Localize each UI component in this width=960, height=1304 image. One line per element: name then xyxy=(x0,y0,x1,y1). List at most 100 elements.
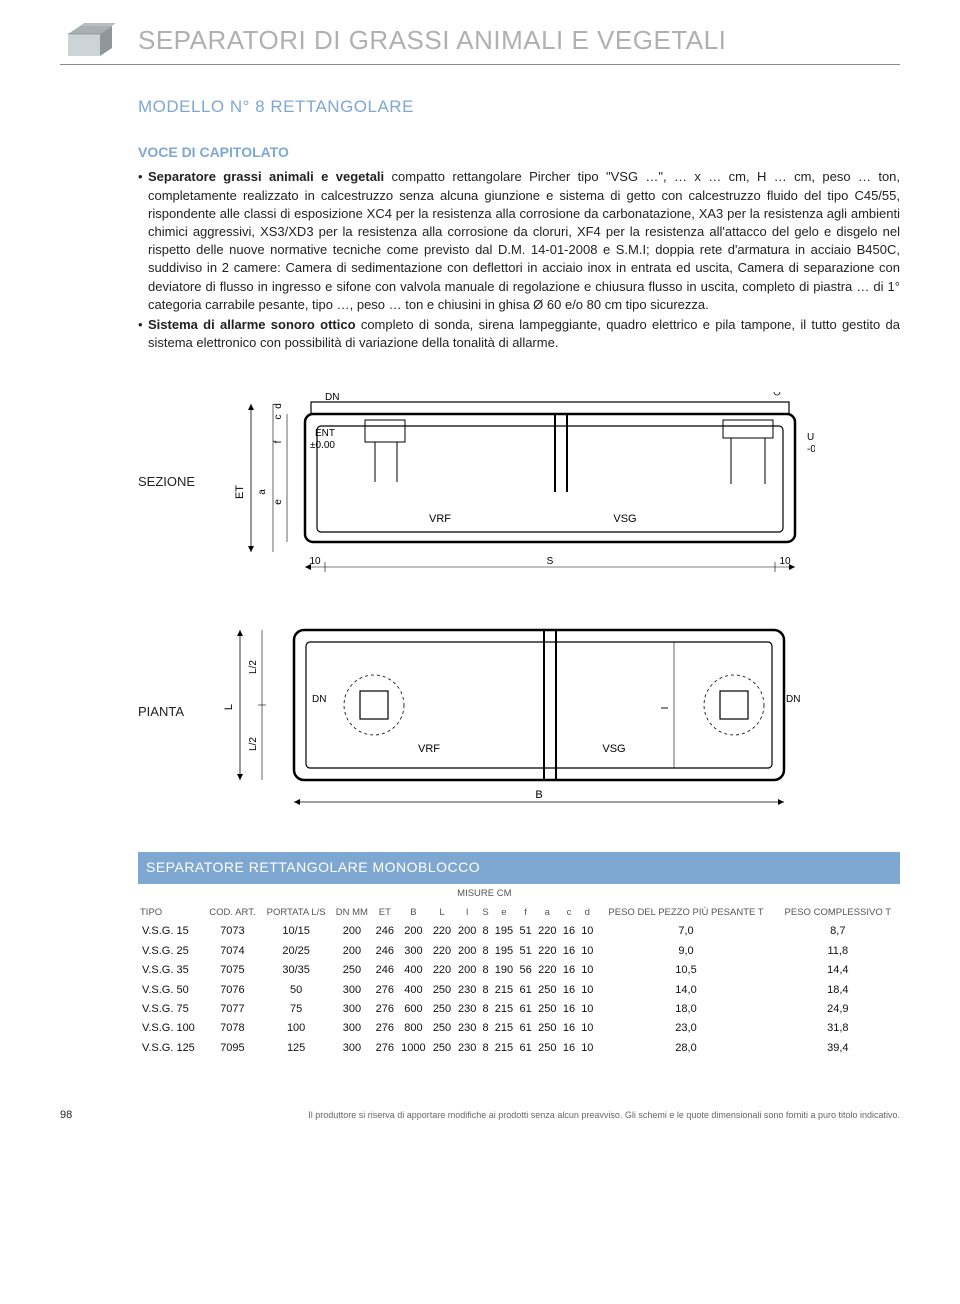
table-cell: 16 xyxy=(560,942,578,961)
table-row: V.S.G. 757077753002766002502308215612501… xyxy=(138,1000,900,1019)
table-cell: 250 xyxy=(429,981,454,1000)
svg-text:VRF: VRF xyxy=(429,513,451,525)
spec-bullet: Separatore grassi animali e vegetali com… xyxy=(138,168,900,314)
col-et: ET xyxy=(372,903,397,922)
table-cell: 195 xyxy=(491,942,516,961)
svg-text:I: I xyxy=(660,707,671,710)
table-cell: 23,0 xyxy=(596,1019,775,1038)
table-cell: 600 xyxy=(397,1000,429,1019)
table-row: V.S.G. 100707810030027680025023082156125… xyxy=(138,1019,900,1038)
table-cell: 215 xyxy=(491,1039,516,1058)
table-cell: 31,8 xyxy=(776,1019,900,1038)
table-cell: 300 xyxy=(332,1000,373,1019)
table-cell: 246 xyxy=(372,922,397,941)
table-cell: V.S.G. 100 xyxy=(138,1019,204,1038)
capitolato-heading: VOCE DI CAPITOLATO xyxy=(138,143,900,163)
spec-bullet: Sistema di allarme sonoro ottico complet… xyxy=(138,316,900,352)
table-row: V.S.G. 125709512530027610002502308215612… xyxy=(138,1039,900,1058)
col-tipo: TIPO xyxy=(138,884,204,923)
table-cell: 200 xyxy=(332,942,373,961)
table-cell: 276 xyxy=(372,981,397,1000)
header-divider xyxy=(60,64,900,65)
table-cell: 10 xyxy=(578,1000,596,1019)
table-cell: 195 xyxy=(491,922,516,941)
table-cell: 51 xyxy=(516,922,534,941)
table-cell: 7077 xyxy=(204,1000,261,1019)
svg-text:c: c xyxy=(273,415,284,420)
table-cell: 14,4 xyxy=(776,961,900,980)
table-cell: 7075 xyxy=(204,961,261,980)
table-cell: 246 xyxy=(372,942,397,961)
table-cell: V.S.G. 35 xyxy=(138,961,204,980)
col-b: B xyxy=(397,903,429,922)
spec-bullet-lead: Sistema di allarme sonoro ottico xyxy=(148,317,356,332)
table-cell: 300 xyxy=(332,1019,373,1038)
table-cell: 200 xyxy=(455,961,480,980)
table-cell: 190 xyxy=(491,961,516,980)
table-cell: 230 xyxy=(455,1039,480,1058)
svg-text:DN: DN xyxy=(325,392,339,403)
col-group-misure: MISURE CM xyxy=(372,884,596,903)
svg-text:USC: USC xyxy=(807,432,815,443)
table-cell: 400 xyxy=(397,981,429,1000)
table-cell: 16 xyxy=(560,981,578,1000)
table-cell: 250 xyxy=(429,1000,454,1019)
table-cell: 1000 xyxy=(397,1039,429,1058)
spec-table: TIPO COD. ART. PORTATA L/S DN MM MISURE … xyxy=(138,884,900,1058)
table-cell: 8 xyxy=(480,961,492,980)
table-cell: 10 xyxy=(578,1039,596,1058)
table-cell: 230 xyxy=(455,1019,480,1038)
svg-text:VSG: VSG xyxy=(613,513,636,525)
table-cell: 10 xyxy=(578,922,596,941)
svg-text:ENT: ENT xyxy=(315,428,335,439)
table-cell: 10 xyxy=(578,981,596,1000)
col-f: f xyxy=(516,903,534,922)
svg-text:VSG: VSG xyxy=(602,743,625,755)
table-cell: 10/15 xyxy=(261,922,332,941)
model-title: MODELLO N° 8 RETTANGOLARE xyxy=(138,95,900,119)
table-cell: 250 xyxy=(535,1019,560,1038)
table-row: V.S.G. 35707530/352502464002202008190562… xyxy=(138,961,900,980)
table-cell: 8 xyxy=(480,1039,492,1058)
table-cell: 800 xyxy=(397,1019,429,1038)
table-cell: 11,8 xyxy=(776,942,900,961)
table-row: V.S.G. 25707420/252002463002202008195512… xyxy=(138,942,900,961)
table-cell: 16 xyxy=(560,961,578,980)
table-cell: 276 xyxy=(372,1019,397,1038)
table-cell: V.S.G. 75 xyxy=(138,1000,204,1019)
svg-text:10: 10 xyxy=(780,556,792,567)
table-cell: 10 xyxy=(578,1019,596,1038)
table-cell: 8 xyxy=(480,1019,492,1038)
svg-text:L/2: L/2 xyxy=(248,737,259,751)
table-cell: 10 xyxy=(578,942,596,961)
table-cell: 215 xyxy=(491,1000,516,1019)
table-cell: 215 xyxy=(491,981,516,1000)
table-cell: 61 xyxy=(516,1000,534,1019)
svg-text:a: a xyxy=(257,489,268,495)
table-cell: 24,9 xyxy=(776,1000,900,1019)
spec-table-block: SEPARATORE RETTANGOLARE MONOBLOCCO TIPO … xyxy=(138,852,900,1058)
table-cell: 28,0 xyxy=(596,1039,775,1058)
col-codart: COD. ART. xyxy=(204,884,261,923)
table-cell: 16 xyxy=(560,1019,578,1038)
table-cell: 8,7 xyxy=(776,922,900,941)
product-box-icon xyxy=(60,20,120,60)
table-cell: 215 xyxy=(491,1019,516,1038)
table-cell: 125 xyxy=(261,1039,332,1058)
table-cell: 220 xyxy=(535,922,560,941)
table-cell: 400 xyxy=(397,961,429,980)
table-cell: 9,0 xyxy=(596,942,775,961)
table-cell: 50 xyxy=(261,981,332,1000)
table-cell: 10 xyxy=(578,961,596,980)
table-cell: 56 xyxy=(516,961,534,980)
table-cell: 14,0 xyxy=(596,981,775,1000)
table-cell: V.S.G. 15 xyxy=(138,922,204,941)
svg-text:DN: DN xyxy=(786,694,800,705)
table-cell: 220 xyxy=(535,942,560,961)
table-cell: 8 xyxy=(480,1000,492,1019)
col-peso-pezzo: PESO DEL PEZZO PIÙ PESANTE T xyxy=(596,884,775,923)
table-cell: 7078 xyxy=(204,1019,261,1038)
table-cell: 7074 xyxy=(204,942,261,961)
svg-text:ET: ET xyxy=(234,485,246,499)
table-cell: 20/25 xyxy=(261,942,332,961)
